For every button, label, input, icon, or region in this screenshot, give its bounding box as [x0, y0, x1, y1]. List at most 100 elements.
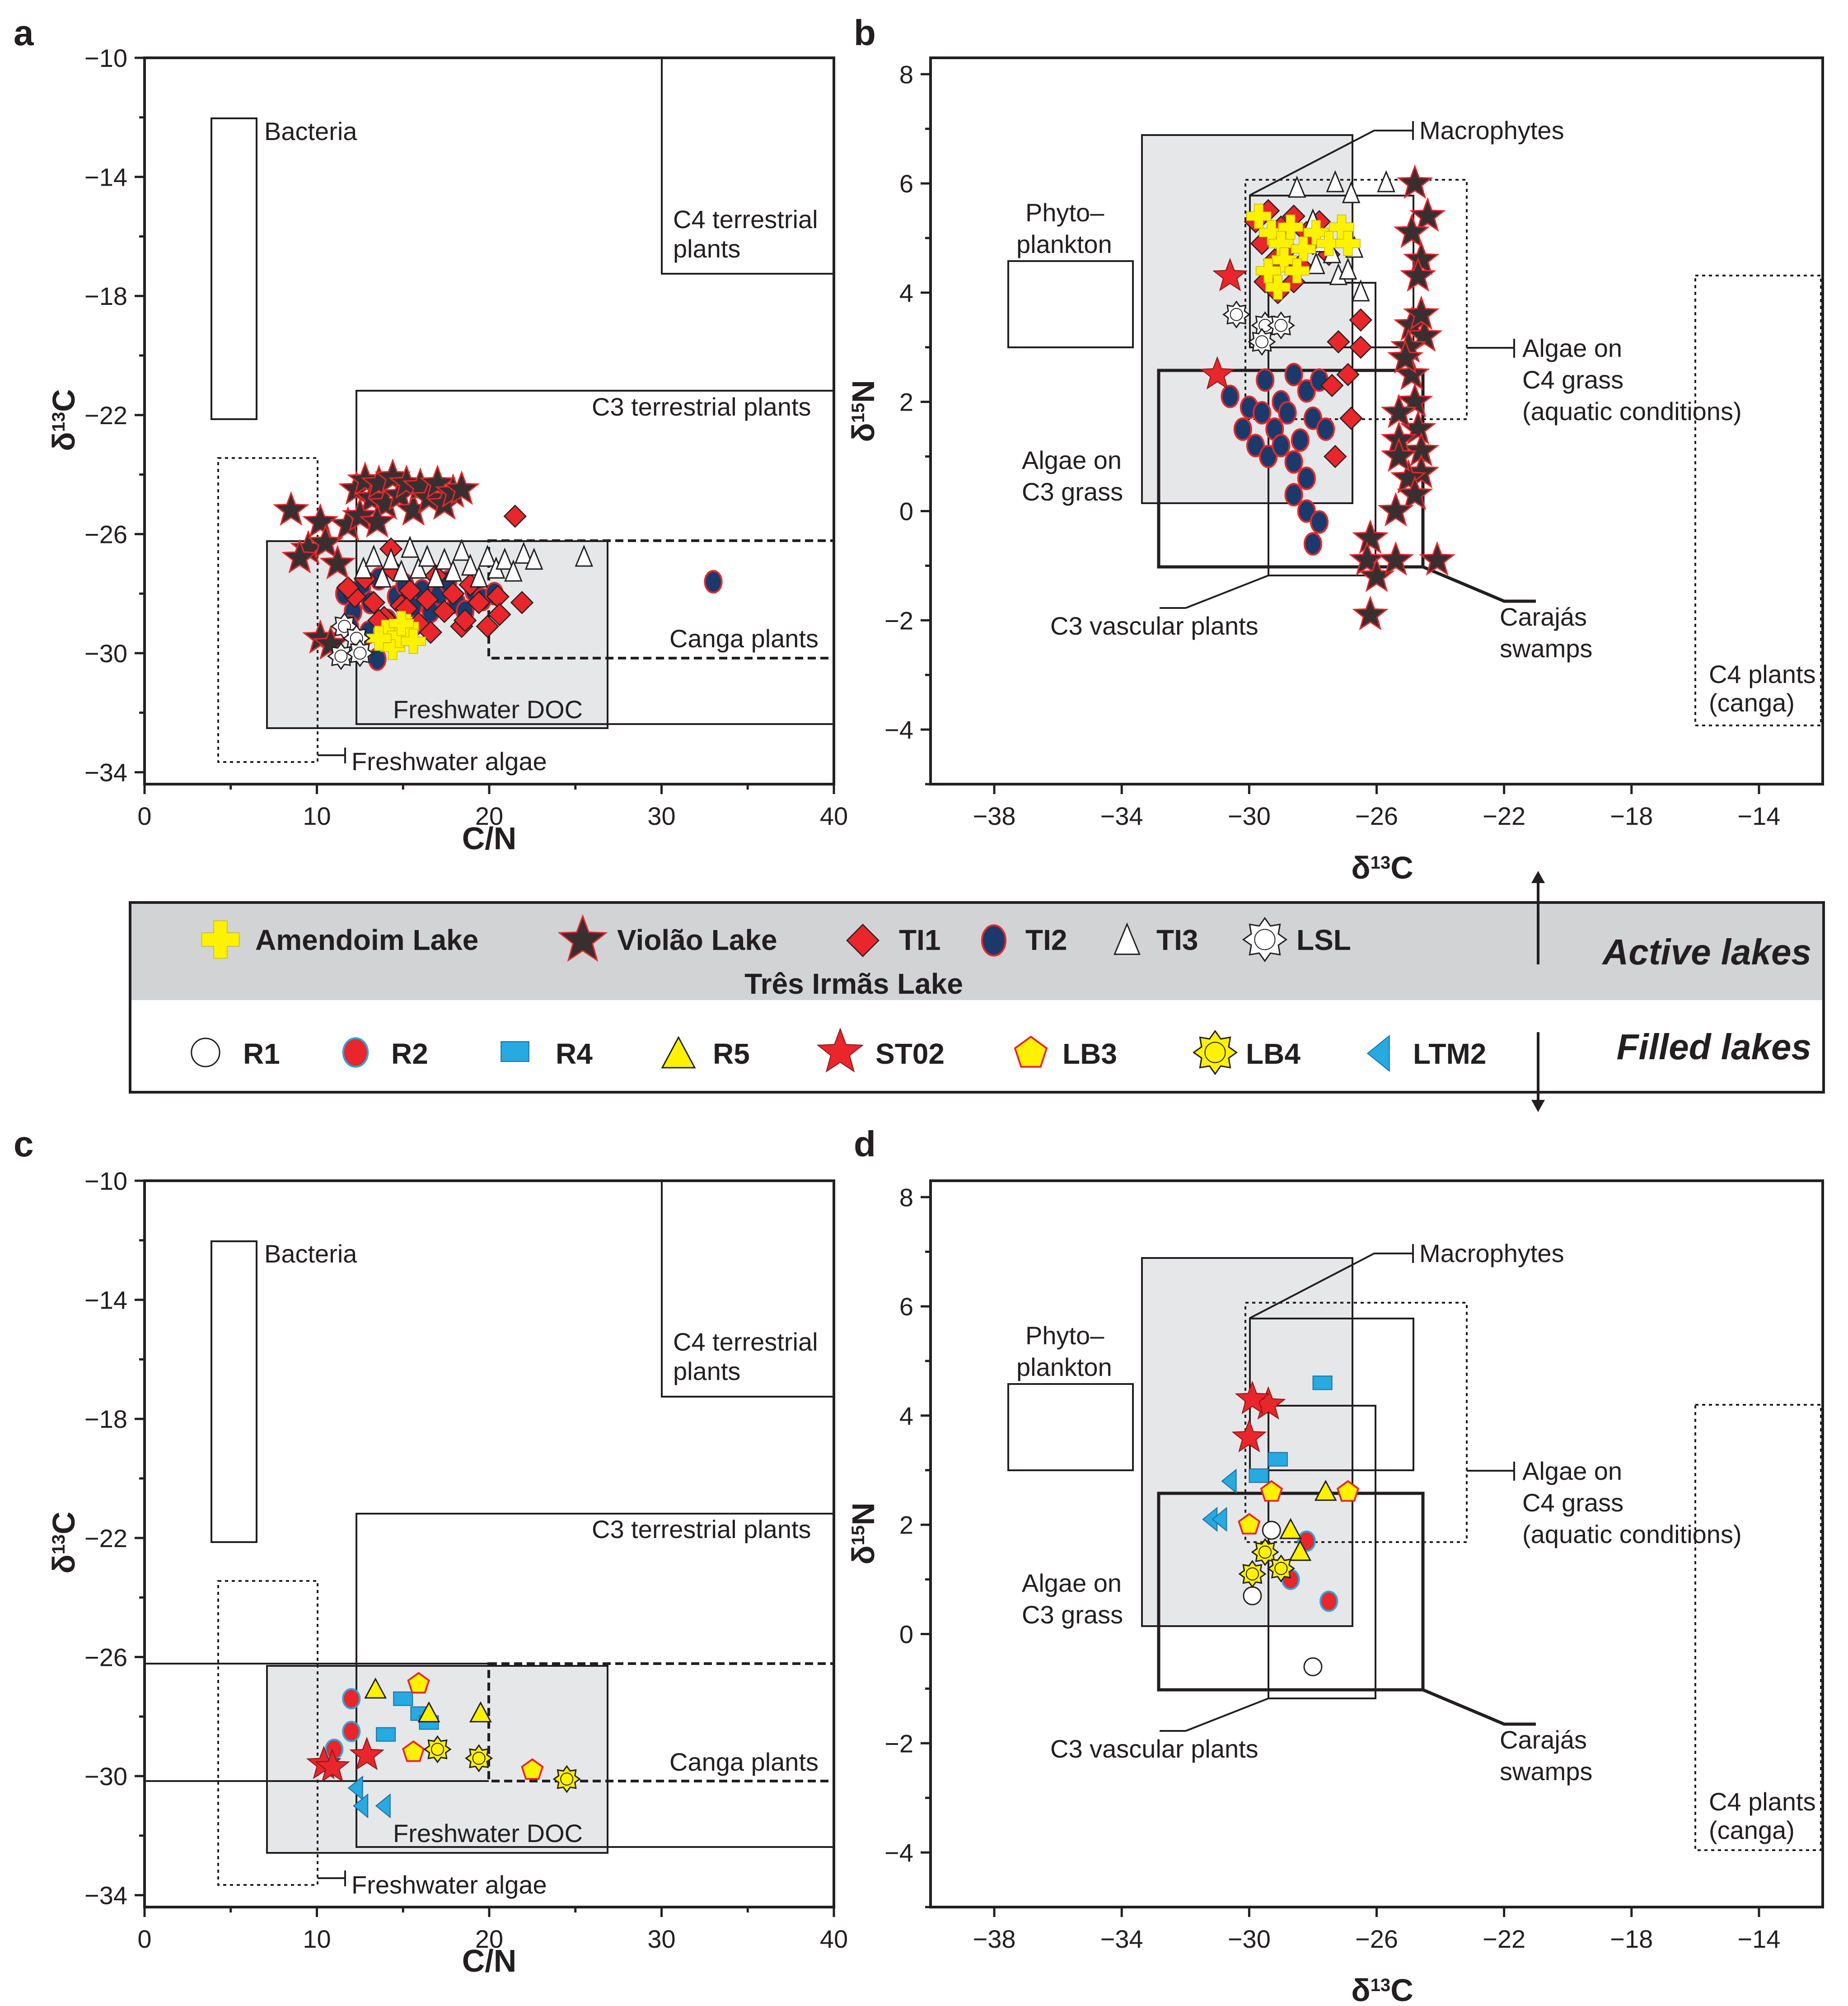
star-icon: [1377, 492, 1414, 527]
data-point-viol-o-lake: [319, 545, 356, 580]
data-point-ti1: [441, 582, 465, 605]
y-tick-label: 2: [899, 388, 913, 416]
ellipse-icon: [1284, 483, 1303, 507]
label-c3-vascular: C3 vascular plants: [1050, 1735, 1259, 1763]
square-icon: [1312, 1375, 1333, 1390]
label-c4-canga-2: (canga): [1709, 688, 1795, 717]
panel-b-ylabel: δ15N: [846, 380, 881, 442]
data-point-lb4: [1238, 1560, 1267, 1588]
diamond-icon: [1327, 330, 1350, 354]
y-tick-label: −14: [84, 1286, 127, 1314]
star-icon: [1352, 595, 1389, 631]
legend-filled-heading: Filled lakes: [1617, 1027, 1811, 1067]
triangle-icon: [417, 1701, 440, 1723]
freshwater-algae-box: [217, 457, 318, 763]
legend-r5: R5: [713, 1038, 750, 1070]
data-point-ti3: [373, 565, 392, 588]
label-algae-c4-1: Algae on: [1522, 1457, 1622, 1485]
data-point-r4: [1249, 1468, 1269, 1483]
data-point-st02-like-viol-o-red: [1199, 356, 1235, 390]
triangle-icon: [435, 547, 454, 570]
data-point-viol-o-lake: [1380, 393, 1418, 429]
diamond-icon: [1349, 336, 1372, 359]
data-point-viol-o-lake: [1419, 541, 1455, 576]
star-icon: [1406, 317, 1443, 352]
data-point-amendoim-lake: [401, 628, 426, 654]
carajas-leader: [1422, 1688, 1536, 1726]
y-tick-label: −30: [84, 1762, 127, 1791]
y-tick-label: 6: [899, 1292, 913, 1321]
data-point-viol-o-lake: [1352, 519, 1389, 554]
data-point-amendoim-lake: [388, 611, 414, 636]
data-point-st02: [314, 1749, 350, 1782]
star-icon: [1377, 541, 1414, 576]
data-point-ti2: [1221, 384, 1240, 408]
xlabel-delta: δ: [1351, 850, 1370, 885]
x-tick-label: −34: [1100, 802, 1143, 830]
data-point-r5: [469, 1701, 492, 1723]
panel-letter-b: b: [854, 13, 876, 53]
y-tick-label: −18: [84, 282, 127, 310]
data-point-amendoim-lake: [1278, 215, 1303, 240]
data-point-viol-o-lake: [443, 470, 480, 505]
left-triangle-icon: [1221, 1468, 1237, 1494]
pentagon-icon: [1014, 1035, 1048, 1068]
x-tick-label: 30: [647, 802, 675, 830]
y-tick-label: 8: [899, 1183, 913, 1211]
c3-vascular-leader: [1185, 1697, 1269, 1732]
ellipse-icon: [1221, 384, 1240, 408]
data-point-ti3: [1287, 175, 1306, 198]
y-tick-label: −4: [884, 715, 913, 744]
label-bacteria: Bacteria: [264, 1239, 357, 1268]
y-tick-label: 8: [899, 60, 913, 89]
pentagon-icon: [521, 1758, 544, 1780]
ellipse-icon: [1278, 401, 1297, 425]
label-algae-c4-3: (aquatic conditions): [1522, 1520, 1742, 1548]
x-tick-label: −30: [1228, 802, 1271, 830]
xlabel-sup: 13: [1371, 853, 1391, 873]
data-point-ti2: [1284, 363, 1303, 387]
star-icon: [1403, 295, 1440, 330]
ylabel-delta: δ: [46, 432, 81, 451]
legend-ti3: TI3: [1156, 924, 1198, 956]
label-phyto-2: plankton: [1016, 230, 1112, 258]
data-point-ti2: [1246, 434, 1265, 458]
ellipse-icon: [1297, 466, 1316, 490]
triangle-icon: [409, 556, 428, 579]
legend-icon-ellipse-red: [342, 1037, 369, 1068]
label-phyto-1: Phyto–: [1025, 198, 1104, 227]
data-point-ti3: [496, 547, 514, 570]
legend-icon-ltriangle-cyan: [1366, 1034, 1390, 1072]
data-point-ti1: [362, 591, 386, 614]
star-icon: [302, 503, 339, 538]
triangle-icon: [478, 544, 497, 567]
plus-icon: [1291, 236, 1316, 262]
triangle-icon: [354, 556, 373, 579]
data-point-ti3: [418, 544, 436, 567]
x-tick-label: 0: [137, 802, 151, 830]
data-point-lb3: [521, 1758, 544, 1780]
star-icon: [1352, 519, 1389, 554]
diamond-icon: [1349, 308, 1372, 332]
panel-b-plot: Macrophytes Phyto– plankton Algae on C4 …: [846, 56, 1824, 885]
data-point-ti3: [392, 559, 411, 582]
c3-vascular-leader: [1185, 575, 1269, 609]
data-point-lb4: [423, 1735, 452, 1763]
data-point-ltm2: [375, 1793, 391, 1819]
burst-core-icon: [472, 1751, 486, 1765]
y-tick-label: −34: [84, 1881, 127, 1910]
plus-icon: [401, 628, 426, 654]
data-point-ti3: [1338, 257, 1357, 280]
burst-core-icon: [1254, 929, 1276, 950]
label-c3-terrestrial: C3 terrestrial plants: [592, 1515, 811, 1543]
data-point-lb3: [1238, 1513, 1261, 1535]
data-point-ti2: [1310, 510, 1329, 534]
legend-violao: Violão Lake: [617, 924, 777, 956]
y-tick-label: −26: [84, 1643, 127, 1671]
triangle-icon: [364, 1677, 387, 1699]
diamond-icon: [846, 924, 880, 957]
carajas-leader: [1422, 565, 1536, 603]
triangle-icon: [426, 565, 445, 588]
data-point-ti1: [1336, 363, 1360, 387]
data-point-ti3: [575, 544, 594, 567]
